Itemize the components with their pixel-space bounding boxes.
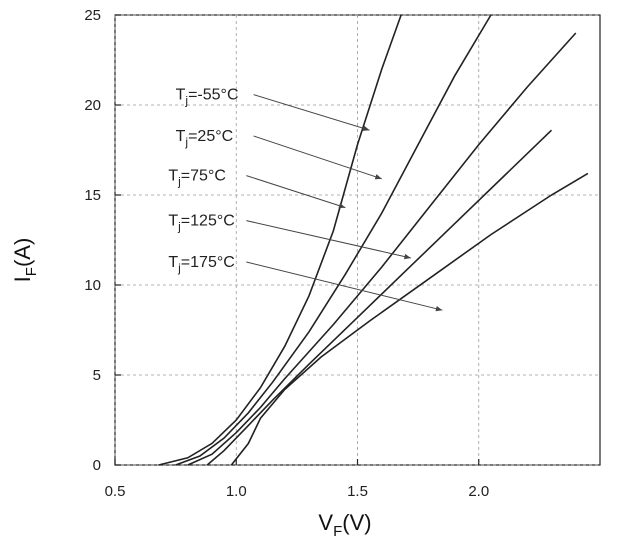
series-line-2 — [187, 32, 577, 466]
series-label-1: Tj=25°C — [176, 128, 234, 149]
x-tick-label: 1.0 — [226, 483, 247, 500]
annotation-arrowhead-0 — [362, 125, 370, 131]
x-tick-label: 0.5 — [105, 483, 126, 500]
annotation-arrow-1 — [253, 135, 382, 180]
annotation-arrowhead-1 — [374, 174, 382, 180]
annotation-arrow-3 — [246, 220, 411, 259]
annotation-arrow-2 — [246, 175, 346, 209]
x-tick-label: 2.0 — [468, 483, 489, 500]
y-axis-title: IF(A) — [10, 238, 40, 283]
y-tick-label: 15 — [84, 187, 101, 204]
annotation-arrowhead-3 — [403, 253, 411, 260]
series-label-3: Tj=125°C — [168, 213, 234, 234]
grid-lines — [114, 14, 600, 466]
series-lines — [158, 14, 589, 466]
series-line-0 — [158, 14, 402, 466]
annotation-arrow-0 — [253, 94, 370, 131]
y-tick-label: 5 — [93, 367, 101, 384]
y-tick-label: 0 — [93, 457, 101, 474]
y-tick-label: 10 — [84, 277, 101, 294]
series-line-4 — [230, 172, 589, 466]
y-tick-label: 20 — [84, 97, 101, 114]
series-label-0: Tj=-55°C — [176, 87, 239, 108]
series-label-2: Tj=75°C — [168, 168, 226, 189]
series-label-4: Tj=175°C — [168, 254, 234, 275]
y-tick-label: 25 — [84, 7, 101, 24]
axes: 0.5 1.0 1.5 2.0 0 5 10 15 20 25 — [84, 7, 489, 500]
x-axis-title: VF(V) — [318, 510, 371, 540]
annotation-arrowhead-4 — [435, 306, 443, 312]
annotation-arrow-4 — [246, 261, 443, 311]
annotations: Tj=-55°C Tj=25°C Tj=75°C Tj=125°C Tj=175°C — [168, 87, 443, 312]
series-line-1 — [175, 14, 492, 466]
series-line-3 — [206, 129, 553, 466]
annotation-arrowhead-2 — [338, 203, 346, 209]
x-tick-label: 1.5 — [347, 483, 368, 500]
